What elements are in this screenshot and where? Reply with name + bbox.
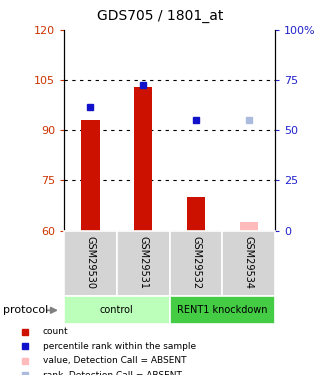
Text: protocol: protocol [3,305,48,315]
Bar [170,231,222,296]
Text: percentile rank within the sample: percentile rank within the sample [43,342,196,351]
Text: count: count [43,327,68,336]
Text: control: control [100,305,134,315]
Bar [134,87,152,231]
Text: GSM29530: GSM29530 [85,236,95,289]
Bar [64,231,117,296]
Text: GSM29531: GSM29531 [138,236,148,289]
Text: value, Detection Call = ABSENT: value, Detection Call = ABSENT [43,356,186,365]
Bar [222,231,275,296]
Bar [64,296,170,324]
Text: RENT1 knockdown: RENT1 knockdown [177,305,268,315]
Bar [187,197,205,231]
Text: GSM29532: GSM29532 [191,236,201,289]
Text: GDS705 / 1801_at: GDS705 / 1801_at [97,9,223,23]
Bar [240,222,258,231]
Bar [81,120,100,231]
Bar [170,296,275,324]
Bar [117,231,170,296]
Text: GSM29534: GSM29534 [244,236,254,289]
Text: rank, Detection Call = ABSENT: rank, Detection Call = ABSENT [43,371,182,375]
